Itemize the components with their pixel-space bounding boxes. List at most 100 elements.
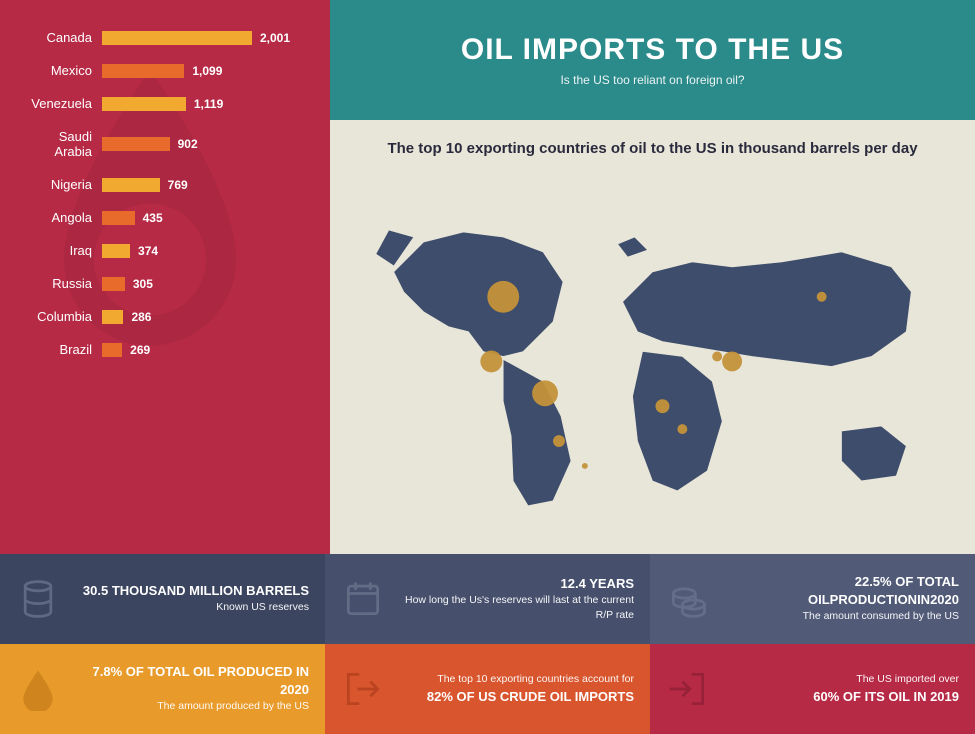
stat-headline: 22.5% OF TOTAL OILPRODUCTIONIN2020 [722, 573, 959, 609]
map-marker [582, 463, 588, 469]
bar-label: Saudi Arabia [20, 129, 102, 159]
bar-label: Columbia [20, 309, 102, 324]
map-marker [532, 380, 558, 406]
bar-track: 902 [102, 137, 310, 151]
bar-fill [102, 277, 125, 291]
bar-track: 1,099 [102, 64, 310, 78]
stats-row-1: 30.5 THOUSAND MILLION BARRELSKnown US re… [0, 554, 975, 644]
bar-chart: Canada 2,001 Mexico 1,099 Venezuela 1,119 Saud… [20, 30, 310, 357]
map-marker [655, 399, 669, 413]
stat-headline: 60% OF ITS OIL IN 2019 [722, 688, 959, 706]
page-subtitle: Is the US too reliant on foreign oil? [560, 73, 744, 87]
bar-row: Nigeria 769 [20, 177, 310, 192]
bar-label: Venezuela [20, 96, 102, 111]
stat-sub: The amount consumed by the US [803, 610, 959, 622]
bar-label: Canada [20, 30, 102, 45]
stat-card: 12.4 YEARSHow long the Us's reserves wil… [325, 554, 650, 644]
bar-value: 769 [168, 178, 188, 192]
map-marker [712, 352, 722, 362]
bar-value: 286 [131, 310, 151, 324]
bar-label: Russia [20, 276, 102, 291]
map-marker [553, 435, 565, 447]
bar-fill [102, 137, 170, 151]
stat-sub: How long the Us's reserves will last at … [405, 594, 634, 621]
stat-pre: The US imported over [856, 673, 959, 685]
bar-value: 269 [130, 343, 150, 357]
bar-row: Saudi Arabia 902 [20, 129, 310, 159]
map-panel: The top 10 exporting countries of oil to… [330, 120, 975, 554]
bar-row: Brazil 269 [20, 342, 310, 357]
stat-headline: 7.8% OF TOTAL OIL PRODUCED IN 2020 [72, 663, 309, 699]
map-marker [677, 424, 687, 434]
stat-sub: The amount produced by the US [157, 700, 309, 712]
bar-row: Mexico 1,099 [20, 63, 310, 78]
drop-icon [16, 667, 60, 711]
stat-headline: 30.5 THOUSAND MILLION BARRELS [72, 582, 309, 600]
infographic-root: Canada 2,001 Mexico 1,099 Venezuela 1,119 Saud… [0, 0, 975, 734]
bar-label: Nigeria [20, 177, 102, 192]
bar-value: 1,099 [192, 64, 222, 78]
bar-fill [102, 310, 123, 324]
coins-icon [666, 577, 710, 621]
bar-track: 1,119 [102, 97, 310, 111]
bar-value: 374 [138, 244, 158, 258]
stat-text: 30.5 THOUSAND MILLION BARRELSKnown US re… [72, 582, 309, 616]
bar-row: Angola 435 [20, 210, 310, 225]
bar-label: Mexico [20, 63, 102, 78]
bar-value: 2,001 [260, 31, 290, 45]
stat-text: The top 10 exporting countries account f… [397, 672, 634, 706]
arrow-out-icon [341, 667, 385, 711]
bar-row: Russia 305 [20, 276, 310, 291]
bar-track: 374 [102, 244, 310, 258]
stat-card: 7.8% OF TOTAL OIL PRODUCED IN 2020The am… [0, 644, 325, 734]
stat-sub: Known US reserves [216, 601, 309, 613]
bar-track: 286 [102, 310, 310, 324]
bar-row: Iraq 374 [20, 243, 310, 258]
stat-headline: 82% OF US CRUDE OIL IMPORTS [397, 688, 634, 706]
calendar-icon [341, 577, 385, 621]
map-marker [480, 351, 502, 373]
stat-text: The US imported over 60% OF ITS OIL IN 20… [722, 672, 959, 706]
arrow-in-icon [666, 667, 710, 711]
stat-text: 22.5% OF TOTAL OILPRODUCTIONIN2020The am… [722, 573, 959, 625]
world-map [354, 167, 951, 536]
map-marker [722, 352, 742, 372]
map-title: The top 10 exporting countries of oil to… [354, 138, 951, 159]
stat-card: 30.5 THOUSAND MILLION BARRELSKnown US re… [0, 554, 325, 644]
bar-value: 435 [143, 211, 163, 225]
bar-fill [102, 244, 130, 258]
stat-card: The top 10 exporting countries account f… [325, 644, 650, 734]
bar-label: Brazil [20, 342, 102, 357]
bar-row: Venezuela 1,119 [20, 96, 310, 111]
map-marker [817, 292, 827, 302]
barrel-icon [16, 577, 60, 621]
map-marker [487, 281, 519, 313]
stat-card: 22.5% OF TOTAL OILPRODUCTIONIN2020The am… [650, 554, 975, 644]
bar-row: Canada 2,001 [20, 30, 310, 45]
stat-card: The US imported over 60% OF ITS OIL IN 20… [650, 644, 975, 734]
stat-headline: 12.4 YEARS [397, 575, 634, 593]
bar-fill [102, 97, 186, 111]
stat-pre: The top 10 exporting countries account f… [437, 673, 634, 685]
bar-fill [102, 343, 122, 357]
page-title: OIL IMPORTS TO THE US [461, 33, 844, 67]
bar-track: 435 [102, 211, 310, 225]
header: OIL IMPORTS TO THE US Is the US too reli… [330, 0, 975, 120]
bar-track: 269 [102, 343, 310, 357]
bar-track: 769 [102, 178, 310, 192]
bar-label: Iraq [20, 243, 102, 258]
bar-track: 305 [102, 277, 310, 291]
bar-value: 305 [133, 277, 153, 291]
bar-value: 1,119 [194, 97, 223, 111]
stat-text: 12.4 YEARSHow long the Us's reserves wil… [397, 575, 634, 624]
stats-row-2: 7.8% OF TOTAL OIL PRODUCED IN 2020The am… [0, 644, 975, 734]
bar-chart-panel: Canada 2,001 Mexico 1,099 Venezuela 1,119 Saud… [0, 0, 330, 554]
bar-label: Angola [20, 210, 102, 225]
bar-value: 902 [178, 137, 198, 151]
bar-fill [102, 64, 184, 78]
bar-fill [102, 211, 135, 225]
bar-fill [102, 178, 160, 192]
bar-fill [102, 31, 252, 45]
bar-row: Columbia 286 [20, 309, 310, 324]
bar-track: 2,001 [102, 31, 310, 45]
